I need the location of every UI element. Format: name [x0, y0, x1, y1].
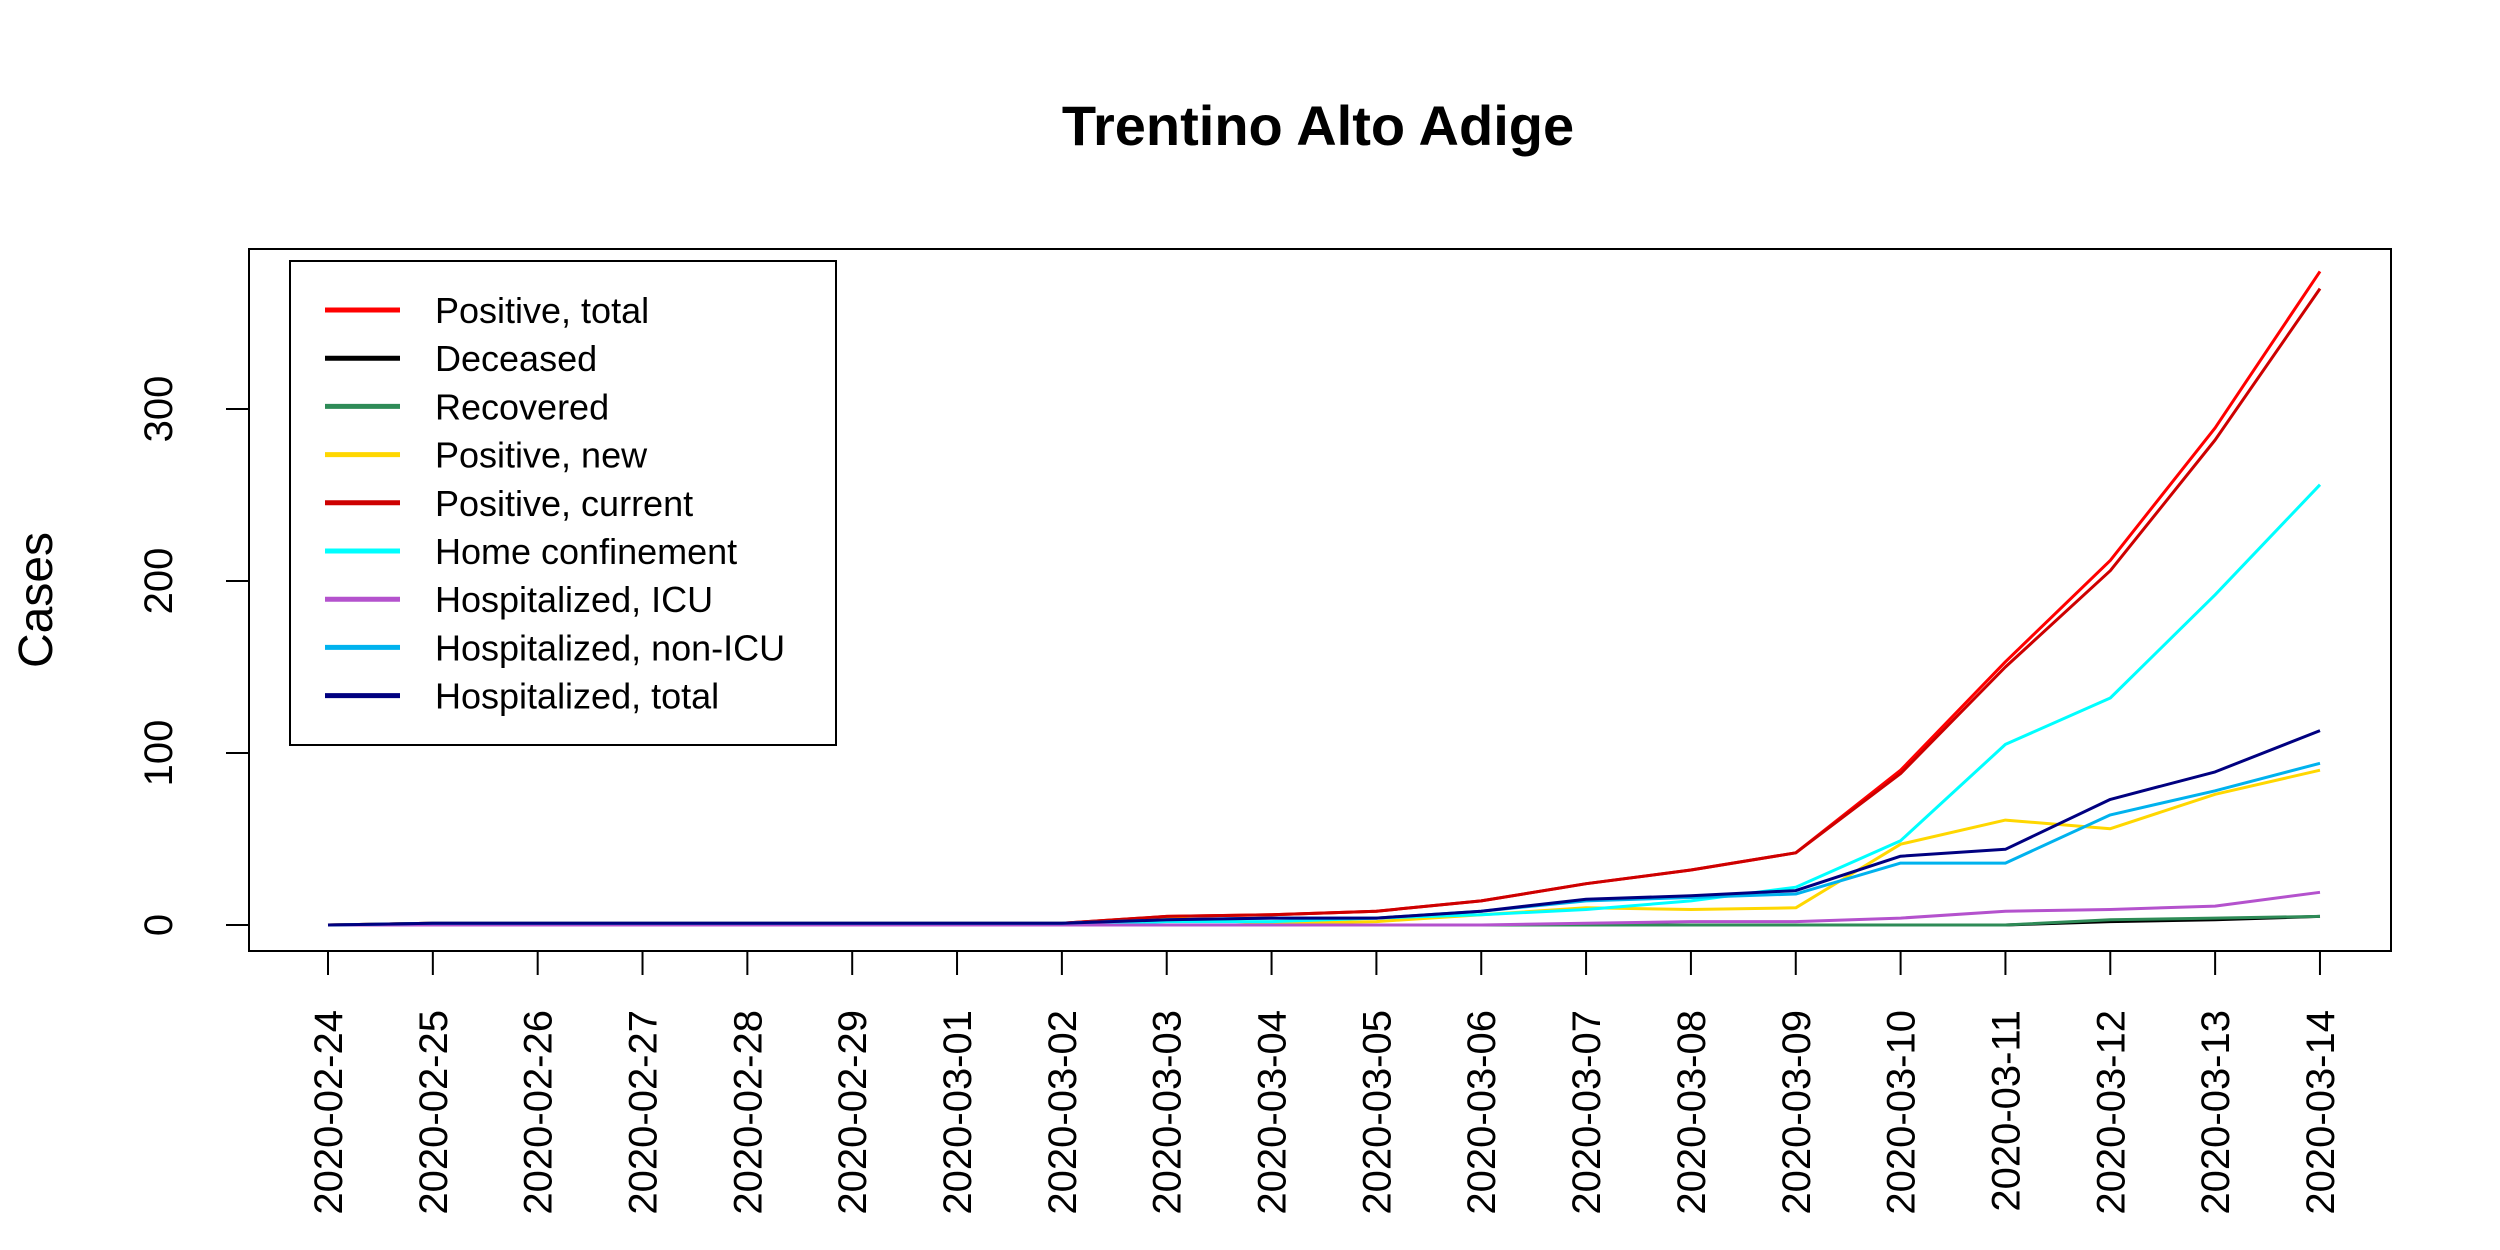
series-layer	[327, 270, 2322, 927]
series-line	[328, 890, 2321, 927]
x-tick-label: 2020-03-11	[1984, 1010, 2028, 1212]
x-axis: 2020-02-24 2020-02-25 2020-02-26 2020-02-27…	[307, 950, 2343, 1215]
legend-entries: Positive, total Deceased Recovered Positive…	[325, 290, 785, 717]
series-line	[327, 768, 2321, 927]
legend-label: Hospitalized, non-ICU	[435, 627, 785, 668]
legend-label: Home confinement	[435, 531, 737, 572]
x-tick-label: 2020-03-10	[1880, 1010, 1924, 1215]
legend-label: Recovered	[435, 386, 609, 427]
x-tick-label: 2020-02-29	[831, 1010, 875, 1215]
x-tick-label: 2020-02-26	[517, 1010, 561, 1215]
chart-title: Trentino Alto Adige	[1062, 94, 1574, 157]
y-axis: 0 100 200 300	[137, 376, 250, 936]
series-line	[327, 729, 2321, 927]
x-tick-label: 2020-03-05	[1355, 1010, 1399, 1215]
legend-label: Positive, new	[435, 435, 648, 476]
legend-label: Positive, current	[435, 483, 693, 524]
y-tick-label: 0	[137, 914, 181, 936]
x-tick-label: 2020-02-25	[412, 1010, 456, 1215]
x-tick-label: 2020-03-02	[1041, 1010, 1085, 1215]
x-tick-label: 2020-03-03	[1146, 1010, 1190, 1215]
x-tick-label: 2020-02-24	[307, 1010, 351, 1215]
x-tick-label: 2020-03-07	[1565, 1010, 1609, 1215]
x-tick-label: 2020-03-09	[1775, 1010, 1819, 1215]
x-tick-label: 2020-03-13	[2194, 1010, 2238, 1215]
x-tick-label: 2020-02-28	[726, 1010, 770, 1215]
x-tick-label: 2020-02-27	[622, 1010, 666, 1215]
x-tick-label: 2020-03-12	[2089, 1010, 2133, 1215]
x-tick-label: 2020-03-06	[1460, 1010, 1504, 1215]
x-tick-label: 2020-03-14	[2299, 1010, 2343, 1215]
x-tick-label: 2020-03-04	[1251, 1010, 1295, 1215]
y-tick-label: 200	[137, 548, 181, 615]
x-tick-label: 2020-03-01	[936, 1010, 980, 1215]
x-tick-label: 2020-03-08	[1670, 1010, 1714, 1215]
legend-label: Positive, total	[435, 290, 649, 331]
y-tick-label: 100	[137, 720, 181, 787]
y-axis-label: Cases	[10, 532, 63, 668]
series-line	[327, 761, 2321, 927]
legend-label: Hospitalized, ICU	[435, 579, 713, 620]
legend: Positive, total Deceased Recovered Positive…	[289, 260, 837, 746]
legend-label: Deceased	[435, 338, 597, 379]
legend-label: Hospitalized, total	[435, 676, 719, 717]
y-tick-label: 300	[137, 376, 181, 443]
